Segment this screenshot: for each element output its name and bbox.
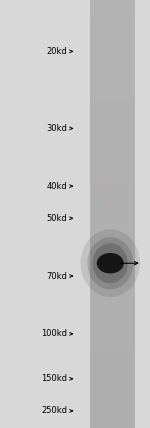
Ellipse shape xyxy=(87,237,133,289)
Text: 30kd: 30kd xyxy=(47,124,68,133)
Text: 150kd: 150kd xyxy=(42,374,68,383)
Text: 20kd: 20kd xyxy=(47,47,68,56)
Ellipse shape xyxy=(97,253,124,273)
Text: 100kd: 100kd xyxy=(42,329,68,339)
Text: 70kd: 70kd xyxy=(47,271,68,281)
Ellipse shape xyxy=(81,229,140,297)
Text: 40kd: 40kd xyxy=(47,181,68,191)
Text: www.ptglab.com: www.ptglab.com xyxy=(103,179,115,232)
Text: 50kd: 50kd xyxy=(47,214,68,223)
Ellipse shape xyxy=(93,243,128,283)
Text: 250kd: 250kd xyxy=(42,406,68,416)
